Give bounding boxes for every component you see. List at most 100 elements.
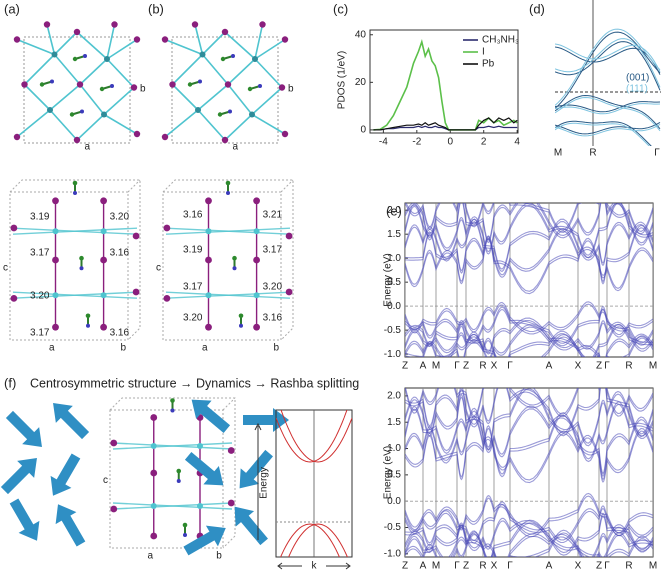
iodine-atom	[253, 197, 260, 205]
axis-letter: b	[288, 84, 294, 95]
axis-letter: c	[3, 263, 8, 274]
molecule-atom	[182, 522, 188, 528]
bond	[194, 24, 204, 55]
lead-atom	[249, 111, 255, 118]
molecule-atom	[79, 266, 84, 271]
k-label: M	[432, 561, 440, 572]
spin-arrow	[53, 403, 90, 440]
bond	[254, 58, 283, 89]
molecule-atom	[239, 323, 243, 328]
y-tick-label: -0.5	[384, 522, 402, 533]
axis-letter: a	[85, 142, 91, 153]
iodine-atom	[110, 439, 118, 447]
molecule-atom	[198, 79, 202, 84]
k-label: R	[625, 561, 632, 572]
bond	[16, 109, 51, 138]
lead-atom	[253, 292, 260, 299]
lead-atom	[195, 107, 201, 113]
axis-letter: a	[148, 551, 154, 562]
k-label: A	[546, 561, 553, 572]
iodine-atom	[285, 288, 293, 296]
bond	[103, 86, 135, 116]
molecule-atom	[217, 112, 223, 117]
bond	[103, 113, 138, 135]
iodine-atom	[191, 21, 199, 28]
bond	[201, 31, 226, 56]
spin-arrow	[239, 449, 273, 489]
y-tick-label: 1.0	[387, 443, 401, 454]
band-line	[405, 411, 653, 475]
iodine-atom	[132, 288, 140, 296]
band-line	[405, 519, 653, 557]
molecule-atom	[83, 54, 87, 58]
iodine-atom	[224, 81, 232, 88]
bond	[171, 53, 204, 86]
lead-atom	[47, 107, 53, 113]
bond	[254, 24, 264, 60]
molecule-atom	[79, 255, 84, 261]
k-label: A	[420, 361, 427, 372]
iodine-atom	[132, 232, 140, 240]
lead-atom	[197, 503, 203, 509]
bond	[49, 109, 78, 141]
k-label: X	[575, 561, 582, 572]
band-line	[555, 38, 661, 88]
axis-letter: b	[140, 84, 146, 95]
bond	[53, 53, 81, 86]
axis-arrow	[277, 562, 351, 570]
bond-length: 3.17	[30, 328, 50, 339]
iodine-atom	[111, 21, 118, 28]
lead-atom	[150, 443, 157, 449]
band-line	[405, 512, 653, 554]
pdos-line	[373, 125, 518, 131]
band-lines	[276, 410, 352, 557]
axis-arrow	[254, 422, 262, 540]
spin-arrow	[191, 399, 231, 433]
axis-letter: c	[156, 263, 161, 274]
bond	[197, 83, 229, 111]
iodine-atom	[133, 130, 141, 138]
bond-length: 3.16	[110, 248, 130, 259]
k-label: X	[575, 361, 582, 372]
iodine-atom	[163, 224, 171, 232]
band-line	[405, 532, 653, 557]
y-tick-label: -1.0	[384, 548, 402, 559]
panel-label: (c)	[333, 1, 348, 16]
iodine-atom	[13, 133, 21, 141]
lead-atom	[52, 228, 59, 235]
k-label: Γ	[507, 361, 513, 372]
y-axis-label: Energy (eV)	[383, 253, 394, 306]
pdos-line	[373, 117, 518, 131]
iodine-atom	[150, 469, 158, 477]
band-line	[555, 31, 661, 109]
axis-letter: a	[202, 343, 208, 354]
spin-arrow	[184, 452, 224, 486]
bond-length: 3.20	[110, 212, 130, 223]
band-line	[405, 323, 653, 357]
band-line	[555, 121, 661, 135]
molecule-atom	[226, 191, 230, 195]
cell-outline	[23, 36, 131, 144]
k-label: R	[589, 148, 596, 159]
molecule-atom	[258, 84, 262, 88]
y-tick-label: 0.0	[387, 496, 401, 507]
band-line	[405, 388, 653, 451]
panel-title: Centrosymmetric structure → Dynamics → R…	[30, 376, 359, 390]
x-tick-label: -4	[379, 137, 388, 148]
iodine-atom	[73, 28, 81, 36]
bond	[112, 442, 233, 450]
iodine-atom	[169, 81, 176, 88]
bond	[251, 86, 283, 116]
band-line	[405, 238, 653, 295]
axis-letter: a	[233, 142, 239, 153]
band-line	[288, 523, 348, 557]
bond	[106, 24, 116, 60]
cell-outline	[109, 397, 236, 549]
molecule-atom	[73, 191, 77, 195]
bond	[46, 24, 56, 55]
iodine-atom	[100, 197, 107, 205]
lead-atom	[197, 443, 203, 449]
band-line	[405, 388, 653, 435]
band-line	[405, 301, 653, 336]
iodine-atom	[52, 256, 59, 264]
